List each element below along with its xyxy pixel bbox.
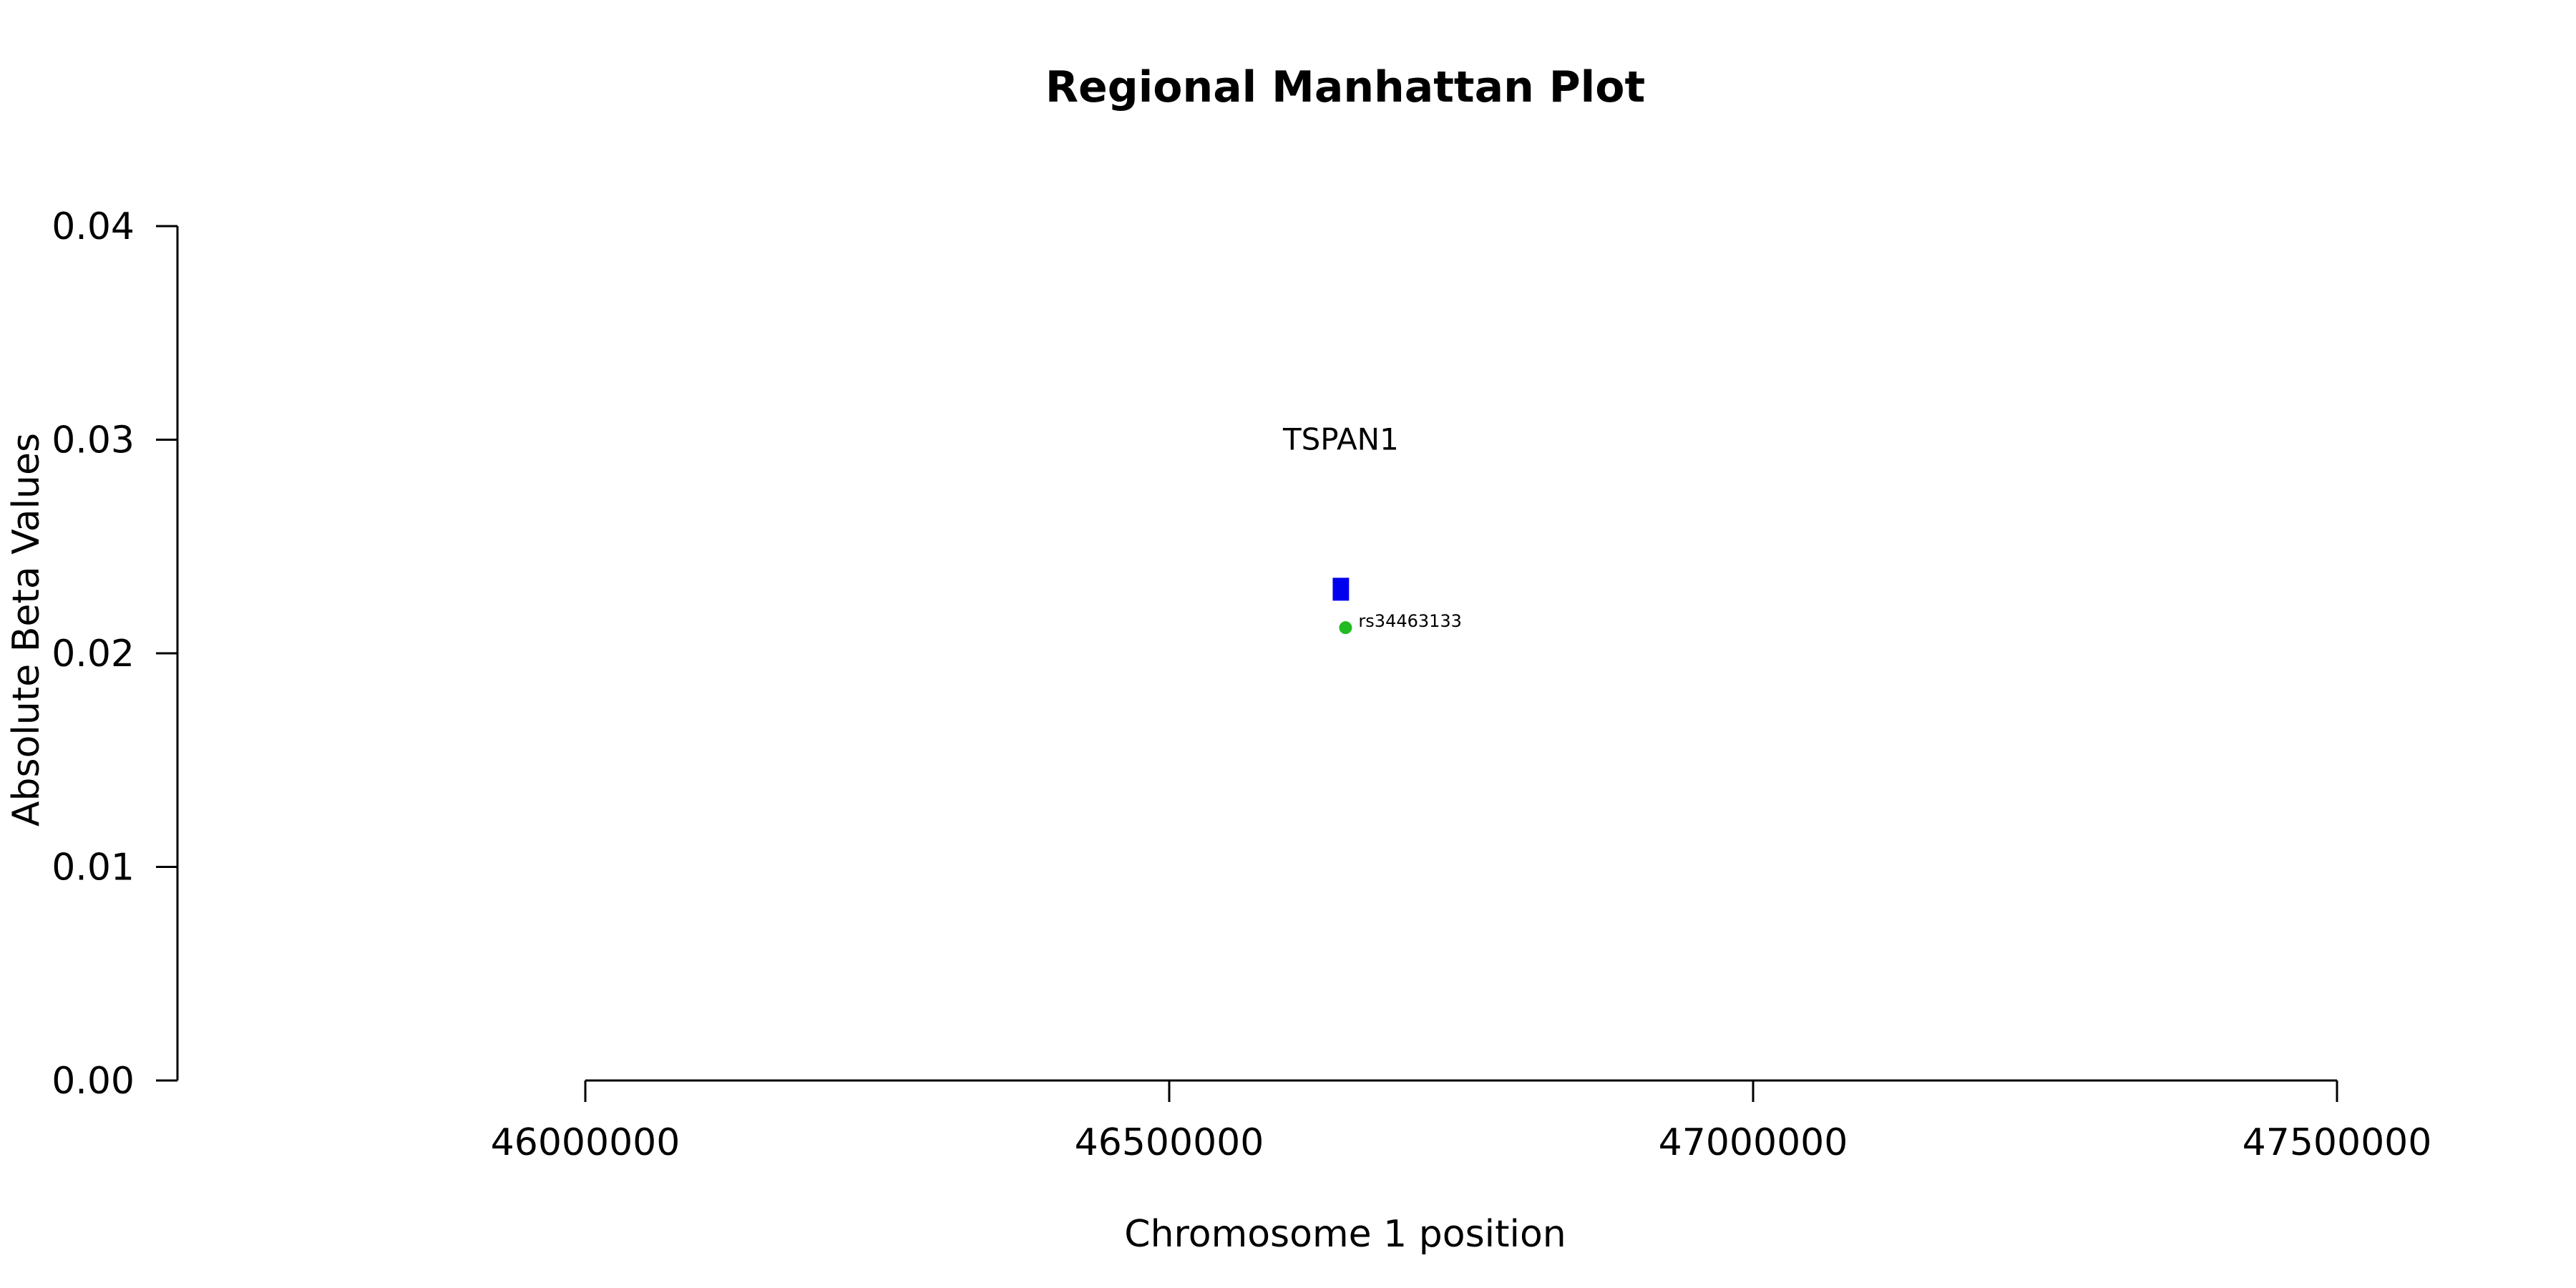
chart-title: Regional Manhattan Plot bbox=[1045, 62, 1645, 112]
gene-bar bbox=[1332, 577, 1350, 601]
y-tick-label: 0.01 bbox=[52, 847, 135, 889]
snp-point bbox=[1339, 621, 1352, 635]
snp-label: rs34463133 bbox=[1358, 611, 1462, 631]
y-axis-label: Absolute Beta Values bbox=[5, 433, 48, 826]
gene-label: TSPAN1 bbox=[1282, 422, 1399, 457]
x-tick-label: 47500000 bbox=[2243, 1121, 2432, 1164]
y-tick-label: 0.02 bbox=[52, 633, 135, 675]
plot-marks: TSPAN1 rs34463133 bbox=[1282, 422, 1462, 635]
x-axis: 46000000 46500000 47000000 47500000 bbox=[491, 1079, 2432, 1164]
x-tick-label: 46000000 bbox=[491, 1121, 680, 1164]
y-tick-label: 0.03 bbox=[52, 419, 135, 462]
y-tick-label: 0.00 bbox=[52, 1060, 135, 1103]
y-axis: 0.00 0.01 0.02 0.03 0.04 bbox=[52, 205, 179, 1103]
x-tick-label: 46500000 bbox=[1075, 1121, 1264, 1164]
x-tick-label: 47000000 bbox=[1659, 1121, 1848, 1164]
y-tick-label: 0.04 bbox=[52, 205, 135, 248]
x-axis-label: Chromosome 1 position bbox=[1124, 1213, 1566, 1256]
